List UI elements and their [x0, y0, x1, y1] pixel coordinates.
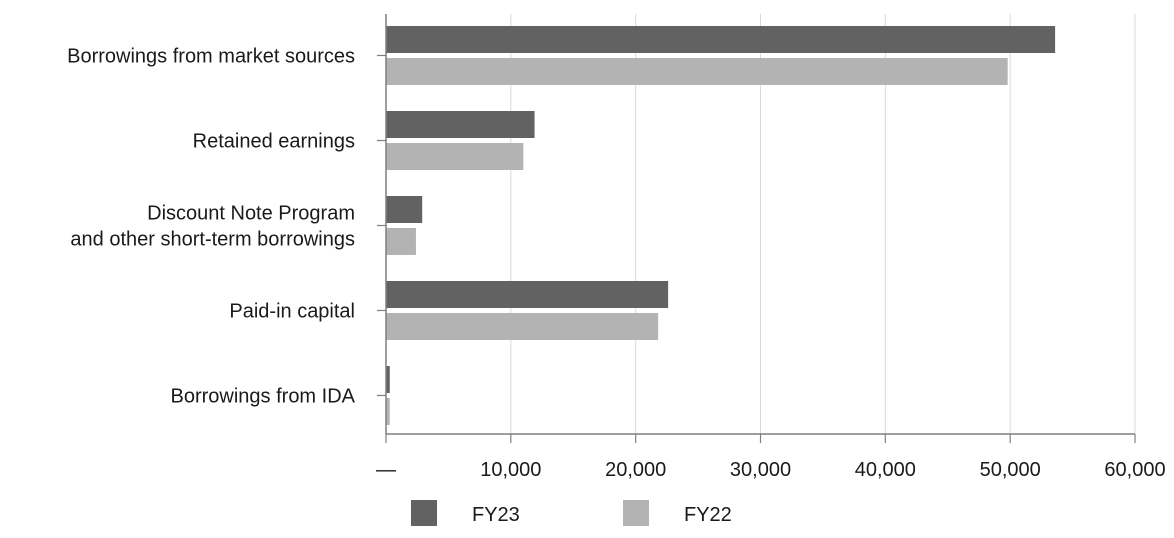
- x-tick-label: 20,000: [605, 459, 666, 481]
- category-label: Paid-in capital: [229, 301, 355, 323]
- bar-fy23: [386, 196, 423, 223]
- x-tick-label: 40,000: [855, 459, 916, 481]
- x-tick-label: 10,000: [480, 459, 541, 481]
- legend: FY23 FY22: [411, 500, 732, 526]
- category-label: Borrowings from IDA: [171, 386, 356, 408]
- category-label: Borrowings from market sources: [67, 46, 355, 68]
- bar-fy23: [386, 366, 390, 393]
- axes: [377, 14, 1136, 443]
- legend-label-fy23: FY23: [472, 504, 520, 526]
- legend-label-fy22: FY22: [684, 504, 732, 526]
- bars: [386, 26, 1056, 425]
- x-tick-label: 30,000: [730, 459, 791, 481]
- legend-swatch-fy22: [623, 500, 649, 526]
- bar-fy23: [386, 111, 535, 138]
- legend-swatch-fy23: [411, 500, 437, 526]
- bar-fy22: [386, 143, 524, 170]
- bar-fy22: [386, 398, 390, 425]
- x-tick-labels: — 10,000 20,000 30,000 40,000 50,000 60,000: [376, 459, 1166, 481]
- category-label: Retained earnings: [193, 131, 355, 153]
- bar-fy22: [386, 313, 659, 340]
- bar-fy22: [386, 228, 416, 255]
- x-tick-label: 60,000: [1104, 459, 1165, 481]
- bar-fy22: [386, 58, 1008, 85]
- bar-fy23: [386, 26, 1056, 53]
- category-labels: Borrowings from market sources Retained e…: [67, 46, 356, 408]
- x-tick-label: —: [376, 459, 396, 481]
- x-tick-label: 50,000: [980, 459, 1041, 481]
- bar-fy23: [386, 281, 669, 308]
- category-label: Discount Note Program and other short-ter…: [70, 203, 355, 251]
